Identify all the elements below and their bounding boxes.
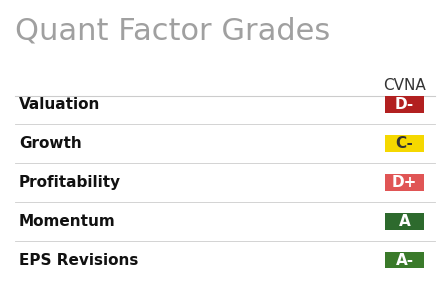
Text: A-: A- bbox=[396, 253, 414, 268]
Text: D-: D- bbox=[395, 97, 414, 112]
Text: Momentum: Momentum bbox=[19, 214, 116, 229]
Text: Valuation: Valuation bbox=[19, 97, 100, 112]
Text: EPS Revisions: EPS Revisions bbox=[19, 253, 138, 268]
FancyBboxPatch shape bbox=[385, 96, 424, 113]
FancyBboxPatch shape bbox=[385, 213, 424, 230]
FancyBboxPatch shape bbox=[385, 252, 424, 268]
Text: C-: C- bbox=[396, 136, 414, 151]
FancyBboxPatch shape bbox=[385, 174, 424, 191]
Text: A: A bbox=[399, 214, 411, 229]
Text: Quant Factor Grades: Quant Factor Grades bbox=[15, 16, 330, 45]
Text: Profitability: Profitability bbox=[19, 175, 121, 190]
Text: D+: D+ bbox=[392, 175, 417, 190]
FancyBboxPatch shape bbox=[385, 135, 424, 152]
Text: Growth: Growth bbox=[19, 136, 82, 151]
Text: CVNA: CVNA bbox=[383, 78, 426, 93]
